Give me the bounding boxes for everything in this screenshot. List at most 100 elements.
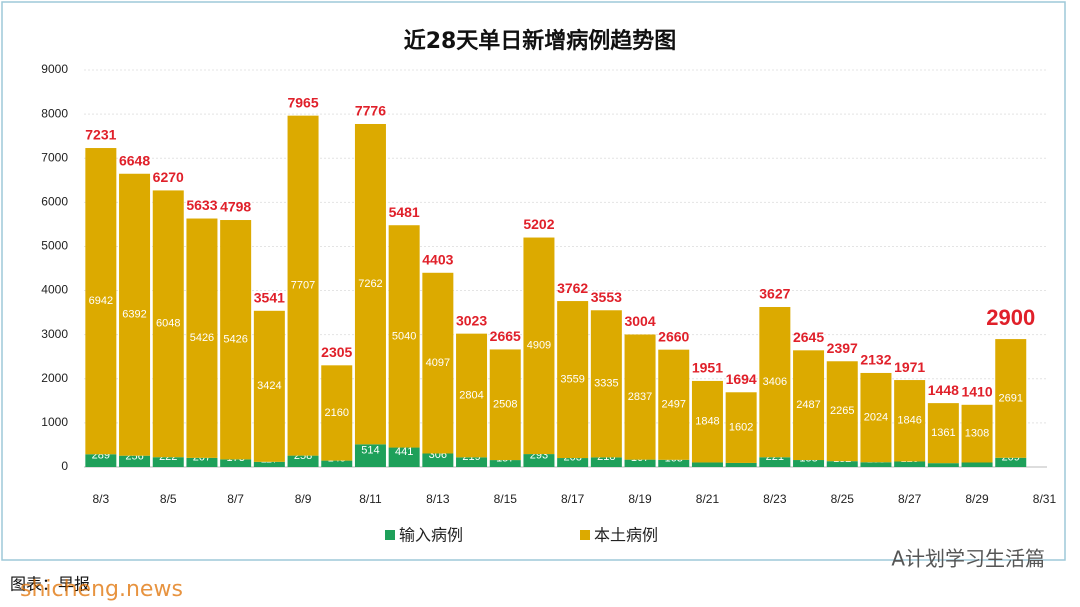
x-tick-label: 8/13 bbox=[426, 492, 450, 506]
legend-label: 输入病例 bbox=[399, 526, 463, 545]
segment-label: 4097 bbox=[426, 357, 450, 369]
x-tick-label: 8/9 bbox=[295, 492, 312, 506]
y-tick-label: 4000 bbox=[41, 283, 68, 297]
bar-segment bbox=[489, 349, 521, 461]
x-tick-label: 8/23 bbox=[763, 492, 787, 506]
watermark: shicheng.news bbox=[20, 577, 183, 602]
bar-segment bbox=[85, 454, 117, 467]
bar-segment bbox=[388, 447, 420, 467]
bar-segment bbox=[590, 310, 622, 458]
bar-segment bbox=[725, 462, 757, 467]
segment-label: 441 bbox=[395, 446, 413, 458]
total-label: 4798 bbox=[220, 199, 251, 215]
bar-segment bbox=[119, 455, 151, 467]
segment-label: 5040 bbox=[392, 330, 416, 342]
x-tick-label: 8/19 bbox=[628, 492, 652, 506]
bar-segment bbox=[691, 462, 723, 467]
segment-label: 6392 bbox=[122, 309, 146, 321]
y-tick-label: 9000 bbox=[41, 62, 68, 76]
x-tick-label: 8/21 bbox=[696, 492, 720, 506]
segment-label: 1361 bbox=[931, 427, 955, 439]
bar-segment bbox=[287, 115, 319, 456]
segment-label: 6942 bbox=[89, 295, 113, 307]
total-label: 7231 bbox=[85, 127, 116, 143]
y-tick-label: 5000 bbox=[41, 239, 68, 253]
bar-segment bbox=[826, 461, 858, 467]
bar-segment bbox=[793, 460, 825, 467]
legend-swatch bbox=[580, 530, 590, 540]
source: 图表：早报 bbox=[10, 575, 90, 594]
y-tick-label: 2000 bbox=[41, 371, 68, 385]
x-tick-label: 8/17 bbox=[561, 492, 585, 506]
bar-segment bbox=[489, 460, 521, 467]
segment-label: 514 bbox=[361, 445, 379, 457]
segment-label: 3424 bbox=[257, 380, 281, 392]
y-tick-label: 6000 bbox=[41, 195, 68, 209]
bar-segment bbox=[354, 123, 386, 445]
bar-segment bbox=[658, 459, 690, 467]
bar-segment bbox=[590, 457, 622, 467]
segment-label: 6048 bbox=[156, 318, 180, 330]
bar-segment bbox=[725, 392, 757, 463]
bar-segment bbox=[388, 225, 420, 448]
total-label: 3553 bbox=[591, 289, 622, 305]
bar-segment bbox=[456, 457, 488, 467]
total-label: 5481 bbox=[389, 204, 420, 220]
total-label: 2397 bbox=[827, 340, 858, 356]
total-label: 1448 bbox=[928, 382, 959, 398]
segment-label: 1308 bbox=[965, 428, 989, 440]
bar-segment bbox=[691, 380, 723, 463]
bar-segment bbox=[759, 307, 791, 458]
segment-label: 7262 bbox=[358, 278, 382, 290]
bar-segment bbox=[624, 459, 656, 467]
bar-segment bbox=[152, 190, 184, 458]
watermark: A计划学习生活篇 bbox=[891, 547, 1045, 571]
segment-label: 1846 bbox=[897, 415, 921, 427]
segment-label: 2497 bbox=[662, 399, 686, 411]
segment-label: 1602 bbox=[729, 422, 753, 434]
segment-label: 5426 bbox=[223, 334, 247, 346]
total-label: 7965 bbox=[287, 94, 318, 110]
bar-segment bbox=[321, 365, 353, 461]
bar-segment bbox=[354, 444, 386, 467]
total-label: 3541 bbox=[254, 290, 285, 306]
segment-label: 2160 bbox=[325, 407, 349, 419]
bar-segment bbox=[85, 148, 117, 455]
bar-segment bbox=[624, 334, 656, 460]
y-tick-label: 3000 bbox=[41, 327, 68, 341]
segment-label: 3559 bbox=[560, 373, 584, 385]
x-tick-label: 8/11 bbox=[359, 492, 382, 506]
segment-label: 2691 bbox=[999, 392, 1023, 404]
bar-segment bbox=[995, 339, 1027, 458]
total-label: 6648 bbox=[119, 152, 150, 168]
bar-segment bbox=[557, 301, 589, 459]
bar-segment bbox=[186, 457, 218, 467]
segment-label: 2837 bbox=[628, 391, 652, 403]
x-tick-label: 8/31 bbox=[1033, 492, 1057, 506]
bar-segment bbox=[995, 457, 1027, 467]
x-tick-label: 8/25 bbox=[831, 492, 855, 506]
bar-segment bbox=[186, 218, 218, 458]
total-label: 4403 bbox=[422, 251, 453, 267]
segment-label: 4909 bbox=[527, 340, 551, 352]
segment-label: 5426 bbox=[190, 332, 214, 344]
segment-label: 2265 bbox=[830, 405, 854, 417]
bar-segment bbox=[523, 237, 555, 455]
bar-segment bbox=[321, 460, 353, 467]
segment-label: 2487 bbox=[796, 399, 820, 411]
bar-segment bbox=[152, 457, 184, 467]
legend-label: 本土病例 bbox=[594, 526, 658, 545]
total-label: 2665 bbox=[490, 328, 521, 344]
bar-segment bbox=[523, 454, 555, 467]
total-label: 1971 bbox=[894, 359, 925, 375]
legend-swatch bbox=[385, 530, 395, 540]
segment-label: 2508 bbox=[493, 399, 517, 411]
x-tick-label: 8/15 bbox=[494, 492, 518, 506]
y-tick-label: 1000 bbox=[41, 415, 68, 429]
bar-segment bbox=[287, 455, 319, 467]
bar-segment bbox=[826, 361, 858, 462]
segment-label: 2804 bbox=[459, 389, 483, 401]
total-label: 3627 bbox=[759, 286, 790, 302]
bar-segment bbox=[860, 462, 892, 467]
